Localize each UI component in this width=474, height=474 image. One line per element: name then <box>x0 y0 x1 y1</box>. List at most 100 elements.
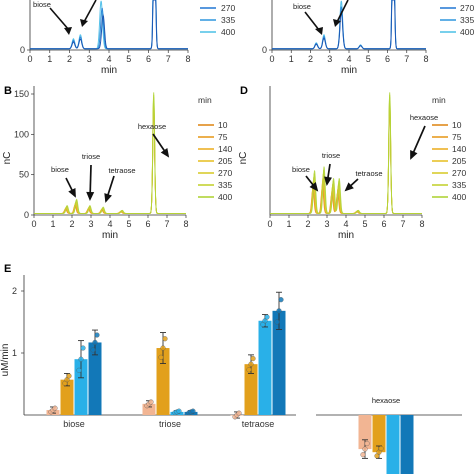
x-tick-label: 4 <box>346 54 351 64</box>
bar <box>386 415 400 474</box>
annotation-biose: biose <box>51 165 69 174</box>
panel-label-e: E <box>4 263 11 275</box>
data-point <box>94 332 100 338</box>
chart-panel-a: 0 1 2 3 4 5 6 7 8 min 0 biose 270 335 400 <box>20 0 235 76</box>
x-tick-label: 2 <box>69 219 74 229</box>
y-axis-label-b: nC <box>2 152 13 165</box>
chromatogram-series <box>270 104 422 214</box>
x-tick-label: 6 <box>145 219 150 229</box>
bar <box>156 348 170 415</box>
data-point <box>190 408 196 414</box>
y-axis-label-e: uM/min <box>0 344 11 377</box>
chart-panel-e: 1 2 biose triose tetraose hexaose <box>12 275 462 474</box>
data-point <box>236 410 242 416</box>
x-tick-label: 3 <box>87 54 92 64</box>
arrow-head <box>410 149 418 160</box>
x-tick-label: 7 <box>400 219 405 229</box>
data-point <box>246 367 252 373</box>
data-point <box>176 408 182 414</box>
data-point <box>378 445 384 452</box>
x-axis-label: min <box>102 230 118 241</box>
legend-label: 140 <box>452 144 466 154</box>
annotation-biose: biose <box>33 0 51 9</box>
legend-label: 75 <box>218 132 228 142</box>
x-tick-label: 2 <box>308 54 313 64</box>
x-tick-label: 5 <box>126 219 131 229</box>
annotation-hexaose: hexaose <box>138 122 166 131</box>
legend-label: 10 <box>452 120 462 130</box>
data-point <box>76 367 82 373</box>
arrow-head <box>315 27 323 35</box>
x-tick-label: 6 <box>381 219 386 229</box>
data-point <box>80 345 86 351</box>
arrow-head <box>309 182 319 192</box>
legend-label: 400 <box>460 27 474 37</box>
data-point <box>278 297 284 303</box>
y-tick-label: 0 <box>24 210 29 220</box>
y-axis-label-d: nC <box>238 152 249 165</box>
arrow-head <box>86 191 95 201</box>
x-tick-label: 6 <box>385 54 390 64</box>
chart-panel-b: 0 1 2 3 4 5 6 7 8 min 0 50 100 150 biose triose tetraose… <box>14 86 232 241</box>
annotation-arrow <box>336 0 349 23</box>
legend-label: 270 <box>221 3 235 13</box>
chromatogram-series <box>270 97 422 214</box>
chart-panel-d: 0 1 2 3 4 5 6 7 8 min biose triose tetraose hexaose mi… <box>267 86 466 241</box>
bar <box>272 310 286 415</box>
data-point <box>264 314 270 320</box>
legend-label: 205 <box>218 156 232 166</box>
panel-label-d: D <box>240 85 248 97</box>
x-tick-label: 2 <box>67 54 72 64</box>
arrow-head <box>324 176 332 186</box>
chromatogram-series <box>272 0 426 50</box>
data-point <box>78 356 84 362</box>
bar <box>74 359 88 415</box>
x-tick-label: 4 <box>107 219 112 229</box>
x-axis-label: min <box>338 230 354 241</box>
arrow-head <box>160 147 170 158</box>
x-tick-label: 4 <box>343 219 348 229</box>
x-tick-label: 8 <box>183 219 188 229</box>
bar <box>372 415 386 453</box>
annotation-tetraose: tetraose <box>355 169 382 178</box>
x-tick-label: 3 <box>324 219 329 229</box>
x-tick-label: 5 <box>362 219 367 229</box>
x-tick-label: 7 <box>404 54 409 64</box>
x-tick-label: 0 <box>269 54 274 64</box>
x-tick-label: 5 <box>126 54 131 64</box>
data-point <box>364 440 370 447</box>
x-tick-label: 1 <box>50 219 55 229</box>
data-point <box>158 354 164 360</box>
x-tick-label: 0 <box>27 54 32 64</box>
data-point <box>276 308 282 314</box>
legend-label: 335 <box>218 180 232 190</box>
arrow-head <box>333 19 341 27</box>
x-tick-label: 0 <box>267 219 272 229</box>
x-tick-label: tetraose <box>242 419 275 429</box>
arrow-head <box>80 19 88 27</box>
annotation-hexaose: hexaose <box>410 113 438 122</box>
data-point <box>162 336 168 342</box>
x-tick-label: 7 <box>164 219 169 229</box>
legend-label: 335 <box>460 15 474 25</box>
data-point <box>148 399 154 405</box>
bar <box>358 415 372 450</box>
data-point <box>274 319 280 325</box>
x-tick-label: 1 <box>286 219 291 229</box>
annotation-tetraose: tetraose <box>108 166 135 175</box>
x-tick-label: 1 <box>289 54 294 64</box>
bar <box>258 320 272 415</box>
x-tick-label: 5 <box>366 54 371 64</box>
x-tick-label: 8 <box>185 54 190 64</box>
arrow-head <box>68 187 76 198</box>
chromatogram-series <box>30 0 188 50</box>
data-point <box>66 373 72 379</box>
bar <box>88 342 102 415</box>
facet-strip-label: hexaose <box>372 396 400 405</box>
legend-label: 270 <box>218 168 232 178</box>
chromatogram-series <box>30 0 188 50</box>
x-tick-label: 7 <box>166 54 171 64</box>
annotation-arrow <box>304 11 320 31</box>
data-point <box>92 339 98 346</box>
annotation-biose: biose <box>292 165 310 174</box>
